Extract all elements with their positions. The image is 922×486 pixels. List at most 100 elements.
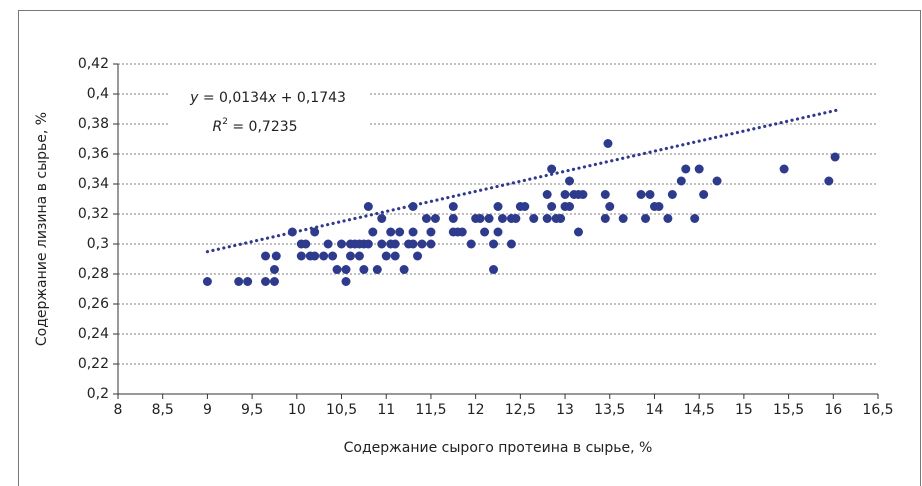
point [271, 251, 281, 261]
point [667, 190, 677, 199]
point [824, 176, 834, 186]
point [417, 239, 427, 249]
point [511, 214, 521, 223]
point [605, 202, 615, 211]
point [484, 214, 494, 223]
x-tick-label: 13,5 [594, 402, 625, 418]
point [354, 251, 364, 261]
point [395, 227, 405, 237]
r-squared: R2 = 0,7235 [212, 117, 297, 136]
point [641, 214, 651, 223]
point [600, 190, 610, 199]
point [529, 214, 539, 223]
point [676, 176, 686, 186]
y-tick-label: 0,32 [78, 206, 109, 222]
point [202, 277, 212, 286]
y-tick-label: 0,34 [78, 176, 109, 192]
y-tick-label: 0,22 [78, 356, 109, 372]
point [573, 227, 583, 237]
point [448, 202, 458, 211]
x-tick-label: 16 [824, 402, 842, 418]
point [430, 214, 440, 223]
point [421, 214, 431, 223]
point [565, 176, 575, 186]
x-tick-label: 8 [114, 402, 123, 418]
point [690, 214, 700, 223]
point [408, 202, 418, 211]
y-tick-label: 0,24 [78, 326, 109, 342]
point [363, 239, 373, 249]
point [779, 164, 789, 174]
eq-part: = 0,0134 [198, 90, 268, 106]
x-tick-label: 9,5 [241, 402, 263, 418]
point [426, 227, 436, 237]
x-tick-label: 15,5 [773, 402, 804, 418]
point [363, 202, 373, 211]
point [345, 251, 355, 261]
point [287, 227, 297, 237]
point [699, 190, 709, 199]
point [600, 214, 610, 223]
y-tick-label: 0,28 [78, 266, 109, 282]
point [506, 239, 516, 249]
point [390, 239, 400, 249]
point [341, 277, 351, 286]
point [493, 202, 503, 211]
point [448, 214, 458, 223]
point [261, 251, 271, 261]
trend-line [205, 108, 840, 254]
point [556, 214, 566, 223]
point [381, 251, 391, 261]
point [234, 277, 244, 286]
point [489, 265, 499, 274]
eq-part: y [189, 90, 199, 106]
point [359, 265, 369, 274]
point [332, 265, 342, 274]
y-tick-label: 0,2 [87, 386, 109, 402]
point [328, 251, 338, 261]
x-tick-label: 15 [735, 402, 753, 418]
y-tick-label: 0,26 [78, 296, 109, 312]
point [542, 190, 552, 199]
point [269, 265, 279, 274]
annotation-box [168, 84, 368, 140]
x-tick-label: 14 [646, 402, 664, 418]
point [261, 277, 271, 286]
x-tick-label: 13 [556, 402, 574, 418]
y-tick-label: 0,36 [78, 146, 109, 162]
r2-part: R [212, 119, 222, 135]
eq-part: x [267, 90, 277, 106]
point [408, 239, 418, 249]
point [547, 202, 557, 211]
point [712, 176, 722, 186]
point [377, 214, 387, 223]
x-tick-label: 11 [377, 402, 395, 418]
point [542, 214, 552, 223]
point [377, 239, 387, 249]
point [319, 251, 329, 261]
y-tick-label: 0,3 [87, 236, 109, 252]
point [368, 227, 378, 237]
x-tick-label: 10 [288, 402, 306, 418]
point [386, 227, 396, 237]
point [830, 152, 840, 162]
point [390, 251, 400, 261]
point [493, 227, 503, 237]
point [578, 190, 588, 199]
chart-frame [18, 10, 921, 486]
point [426, 239, 436, 249]
r2-part: = 0,7235 [228, 119, 298, 135]
y-tick-label: 0,4 [87, 86, 109, 102]
point [372, 265, 382, 274]
point [645, 190, 655, 199]
trend-equation: y = 0,0134x + 0,1743 [189, 90, 346, 106]
point [399, 265, 409, 274]
x-tick-label: 8,5 [152, 402, 174, 418]
y-tick-label: 0,38 [78, 116, 109, 132]
x-tick-label: 14,5 [684, 402, 715, 418]
point [497, 214, 507, 223]
point [323, 239, 333, 249]
x-axis-title: Содержание сырого протеина в сырье, % [344, 440, 653, 456]
eq-part: + 0,1743 [276, 90, 346, 106]
